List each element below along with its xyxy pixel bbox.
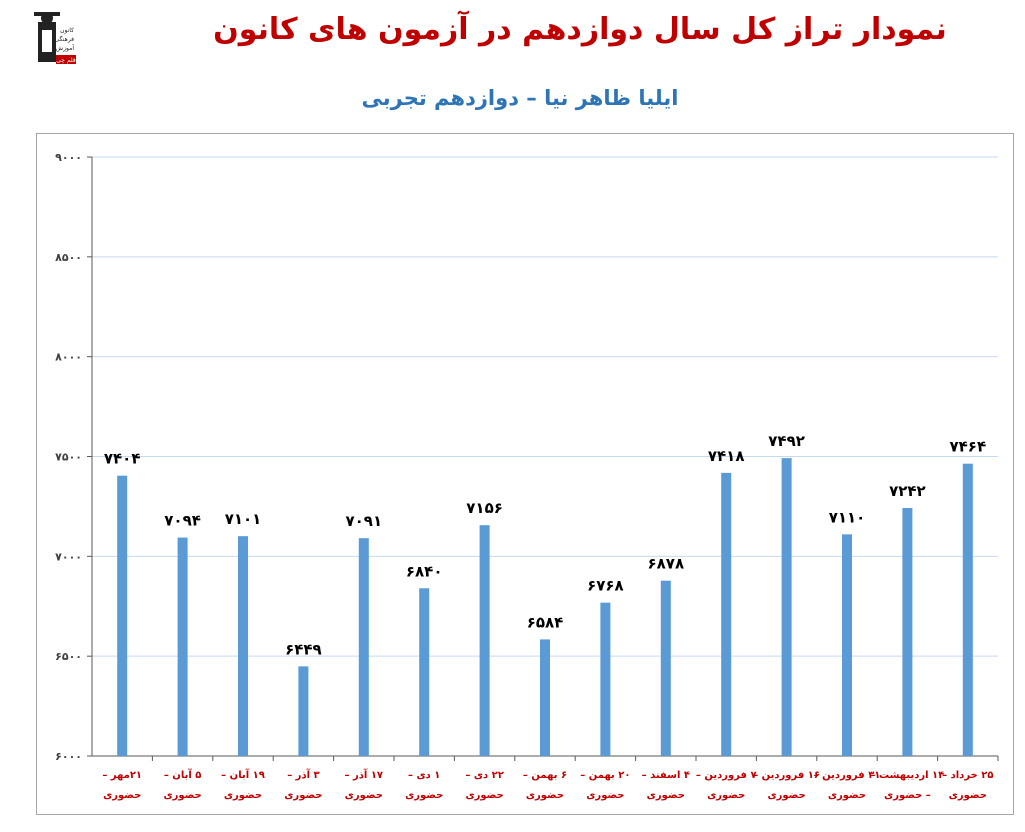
x-tick-label: ۴ اسفند – bbox=[642, 770, 690, 781]
y-tick-label: ۸۵۰۰ bbox=[55, 251, 82, 264]
bar bbox=[479, 525, 490, 756]
chart-title: نمودار تراز کل سال دوازدهم در آزمون های … bbox=[213, 12, 947, 47]
x-tick-label: ۳۱ فروردین – bbox=[814, 770, 881, 781]
bar bbox=[842, 534, 852, 756]
x-tick-label: ۱ دی – bbox=[408, 770, 440, 781]
data-label: ۶۴۴۹ bbox=[285, 640, 322, 658]
x-tick-label: ۲۵ خرداد – bbox=[942, 770, 993, 781]
x-tick-label: ۲۲ دی – bbox=[465, 770, 503, 781]
svg-text:قلم چی: قلم چی bbox=[56, 57, 76, 64]
y-tick-label: ۹۰۰۰ bbox=[55, 151, 82, 164]
chart-frame bbox=[36, 133, 1014, 815]
chart-subtitle: ایلیا ظاهر نیا – دوازدهم تجربی bbox=[361, 86, 679, 110]
y-tick-label: ۷۵۰۰ bbox=[55, 451, 82, 464]
x-tick-label-line2: حضوری bbox=[284, 790, 322, 801]
x-tick-label: ۶ بهمن – bbox=[523, 770, 567, 781]
data-label: ۷۴۱۸ bbox=[708, 447, 745, 465]
data-label: ۷۱۱۰ bbox=[829, 508, 866, 526]
x-tick-label: ۳ آذر – bbox=[287, 768, 319, 781]
bar bbox=[238, 536, 248, 756]
data-label: ۶۸۴۰ bbox=[406, 562, 443, 580]
x-tick-label-line2: حضوری bbox=[103, 790, 141, 801]
x-tick-label-line2: حضوری bbox=[707, 790, 745, 801]
bar bbox=[600, 602, 611, 756]
x-tick-label-line2: – حضوری bbox=[884, 790, 931, 801]
y-tick-label: ۸۰۰۰ bbox=[55, 351, 82, 364]
x-tick-label-line2: حضوری bbox=[163, 790, 201, 801]
x-tick-label-line2: حضوری bbox=[405, 790, 443, 801]
data-label: ۷۱۰۱ bbox=[225, 510, 262, 528]
bar bbox=[902, 508, 913, 756]
data-label: ۷۴۹۲ bbox=[768, 432, 805, 450]
svg-text:فرهنگی: فرهنگی bbox=[55, 35, 75, 43]
data-label: ۶۷۶۸ bbox=[587, 577, 624, 595]
x-tick-label-line2: حضوری bbox=[526, 790, 564, 801]
x-tick-label: ۱۷ آذر – bbox=[345, 768, 384, 781]
bar bbox=[177, 537, 188, 756]
data-label: ۷۱۵۶ bbox=[466, 499, 503, 517]
x-tick-label-line2: حضوری bbox=[345, 790, 383, 801]
svg-text:کانون: کانون bbox=[60, 27, 74, 34]
x-tick-label-line2: حضوری bbox=[224, 790, 262, 801]
x-tick-label: ۱۶ فروردین – bbox=[753, 770, 820, 781]
y-tick-label: ۶۵۰۰ bbox=[55, 650, 82, 663]
bar bbox=[540, 639, 550, 756]
bar bbox=[721, 472, 732, 756]
data-label: ۷۰۹۴ bbox=[164, 512, 201, 530]
bar bbox=[660, 580, 671, 756]
bar bbox=[298, 666, 309, 756]
x-tick-label: ۲۰ بهمن – bbox=[580, 770, 630, 781]
x-tick-label-line2: حضوری bbox=[647, 790, 685, 801]
x-tick-label: ۲۱مهر – bbox=[102, 770, 142, 781]
y-tick-label: ۶۰۰۰ bbox=[55, 750, 82, 763]
x-tick-label-line2: حضوری bbox=[949, 790, 987, 801]
x-tick-label: ۵ آبان – bbox=[164, 768, 202, 781]
x-tick-label-line2: حضوری bbox=[767, 790, 805, 801]
svg-text:آموزش: آموزش bbox=[56, 43, 75, 52]
data-label: ۶۸۷۸ bbox=[647, 555, 684, 573]
bar bbox=[781, 458, 792, 756]
x-tick-label: ۱۴ اردیبهشت – bbox=[871, 770, 945, 781]
bar bbox=[117, 475, 128, 756]
x-tick-label-line2: حضوری bbox=[586, 790, 624, 801]
bar bbox=[962, 463, 973, 756]
kanoon-logo: کانون فرهنگی آموزش قلم چی bbox=[26, 8, 80, 74]
x-tick-label-line2: حضوری bbox=[828, 790, 866, 801]
y-tick-label: ۷۰۰۰ bbox=[55, 550, 82, 563]
x-tick-label-line2: حضوری bbox=[465, 790, 503, 801]
x-tick-label: ۷ فروردین – bbox=[696, 770, 757, 781]
x-tick-label: ۱۹ آبان – bbox=[221, 768, 265, 781]
bar bbox=[358, 538, 369, 756]
data-label: ۶۵۸۴ bbox=[527, 613, 564, 631]
bar bbox=[419, 588, 430, 756]
data-label: ۷۲۴۲ bbox=[889, 482, 926, 500]
data-label: ۷۴۰۴ bbox=[104, 450, 141, 468]
data-label: ۷۴۶۴ bbox=[949, 438, 986, 456]
data-label: ۷۰۹۱ bbox=[345, 512, 382, 530]
